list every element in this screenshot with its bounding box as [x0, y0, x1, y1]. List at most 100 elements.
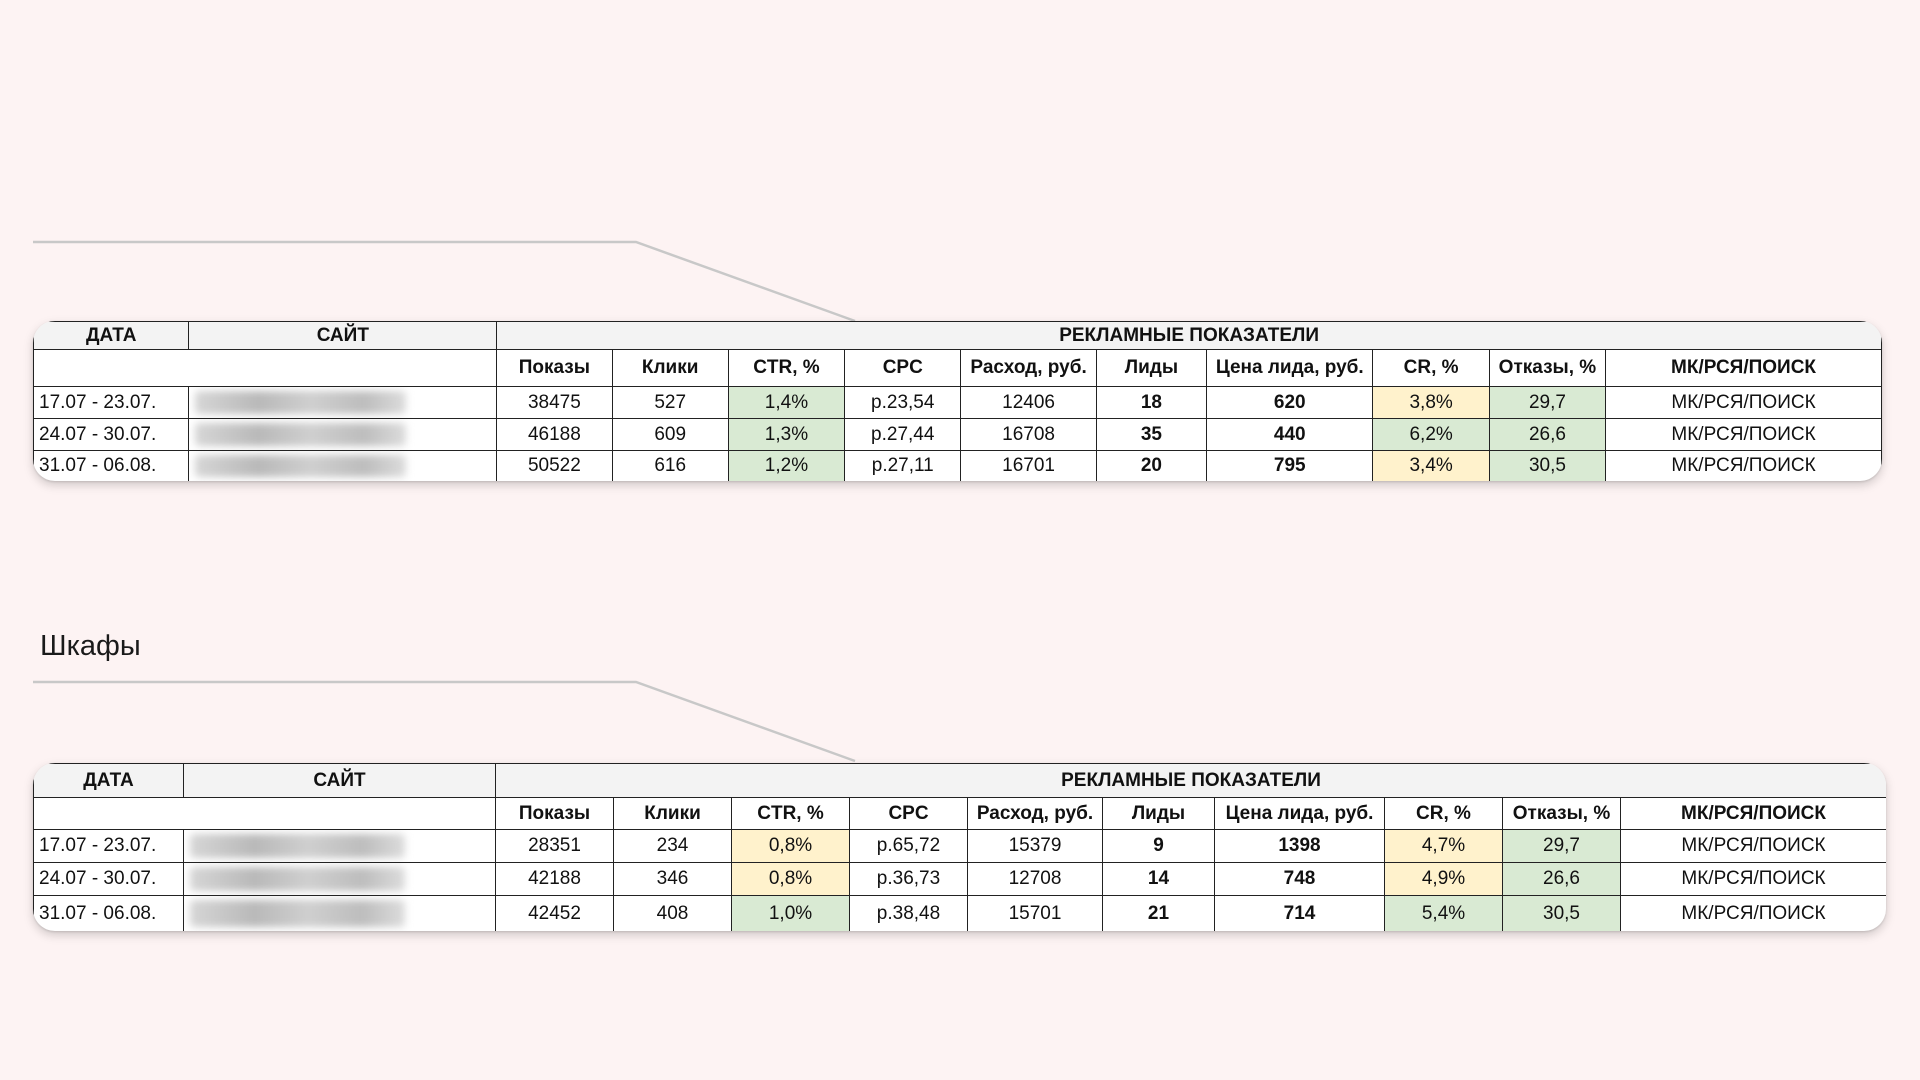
blank-header-cell	[33, 797, 496, 830]
column-header: CTR, %	[731, 797, 850, 830]
blurred-site-name	[190, 834, 405, 858]
table-row: 17.07 - 23.07. 28351 234 0,8% р.65,72 15379 9 1…	[33, 829, 1886, 863]
site-cell	[188, 418, 498, 451]
column-header: Лиды	[1095, 349, 1208, 387]
cpc-cell: р.36,73	[849, 862, 968, 896]
clicks-cell: 408	[613, 895, 732, 931]
clicks-cell: 346	[613, 862, 732, 896]
column-header: Цена лида, руб.	[1214, 797, 1385, 830]
blurred-site-name	[195, 455, 407, 477]
column-header: CPC	[844, 349, 962, 387]
bounce-cell: 30,5	[1488, 450, 1607, 481]
bounce-cell: 26,6	[1502, 862, 1621, 896]
date-header: ДАТА	[33, 321, 190, 350]
header-row-columns: Показы Клики CTR, % CPC Расход, руб. Лиды Цена…	[33, 349, 1882, 387]
site-header: САЙТ	[183, 763, 496, 798]
connector-line-2	[33, 680, 856, 763]
column-header: Клики	[611, 349, 729, 387]
bounce-cell: 29,7	[1502, 829, 1621, 863]
ad-metrics-header: РЕКЛАМНЫЕ ПОКАЗАТЕЛИ	[496, 321, 1882, 350]
stats-table-card-2: ДАТА САЙТ РЕКЛАМНЫЕ ПОКАЗАТЕЛИ Показы Клики C…	[33, 763, 1886, 931]
column-header: Клики	[613, 797, 732, 830]
impressions-cell: 46188	[496, 418, 613, 451]
column-header: Цена лида, руб.	[1206, 349, 1374, 387]
ctr-cell: 1,2%	[727, 450, 846, 481]
date-cell: 24.07 - 30.07.	[33, 862, 184, 896]
column-header: Показы	[495, 797, 614, 830]
channel-cell: МК/РСЯ/ПОИСК	[1605, 418, 1882, 451]
impressions-cell: 50522	[496, 450, 613, 481]
table-row: 17.07 - 23.07. 38475 527 1,4% р.23,54 12406 18…	[33, 386, 1882, 419]
lead-price-cell: 620	[1206, 386, 1374, 419]
cr-cell: 6,2%	[1372, 418, 1490, 451]
leads-cell: 9	[1102, 829, 1215, 863]
bounce-cell: 26,6	[1488, 418, 1607, 451]
column-header: Показы	[496, 349, 613, 387]
leads-cell: 14	[1102, 862, 1215, 896]
spend-cell: 16701	[960, 450, 1097, 481]
table-row: 31.07 - 06.08. 50522 616 1,2% р.27,11 16701 20…	[33, 450, 1882, 481]
cpc-cell: р.27,44	[844, 418, 962, 451]
site-header: САЙТ	[188, 321, 498, 350]
column-header: CTR, %	[727, 349, 846, 387]
spend-cell: 12406	[960, 386, 1097, 419]
column-header: МК/РСЯ/ПОИСК	[1619, 797, 1886, 830]
cr-cell: 3,4%	[1372, 450, 1490, 481]
cr-cell: 5,4%	[1384, 895, 1503, 931]
lead-price-cell: 714	[1214, 895, 1385, 931]
lead-price-cell: 440	[1206, 418, 1374, 451]
blurred-site-name	[190, 867, 405, 891]
cr-cell: 4,9%	[1384, 862, 1503, 896]
date-cell: 24.07 - 30.07.	[33, 418, 190, 451]
date-cell: 17.07 - 23.07.	[33, 829, 184, 863]
clicks-cell: 527	[611, 386, 729, 419]
header-row-columns: Показы Клики CTR, % CPC Расход, руб. Лиды Цена…	[33, 797, 1886, 830]
leads-cell: 35	[1095, 418, 1208, 451]
clicks-cell: 609	[611, 418, 729, 451]
site-cell	[183, 862, 496, 896]
leads-cell: 21	[1102, 895, 1215, 931]
connector-line-1	[33, 240, 856, 323]
blank-header-cell	[33, 349, 498, 387]
header-row-top: ДАТА САЙТ РЕКЛАМНЫЕ ПОКАЗАТЕЛИ	[33, 321, 1882, 350]
ctr-cell: 1,0%	[731, 895, 850, 931]
ctr-cell: 1,4%	[727, 386, 846, 419]
site-cell	[183, 895, 496, 931]
column-header: CPC	[849, 797, 968, 830]
leads-cell: 18	[1095, 386, 1208, 419]
clicks-cell: 616	[611, 450, 729, 481]
impressions-cell: 38475	[496, 386, 613, 419]
impressions-cell: 42188	[495, 862, 614, 896]
column-header: Отказы, %	[1488, 349, 1607, 387]
section-title: Шкафы	[40, 630, 141, 662]
date-header: ДАТА	[33, 763, 184, 798]
blurred-site-name	[195, 423, 407, 446]
spend-cell: 12708	[967, 862, 1103, 896]
ad-metrics-header: РЕКЛАМНЫЕ ПОКАЗАТЕЛИ	[494, 763, 1886, 798]
ctr-cell: 0,8%	[731, 862, 850, 896]
blurred-site-name	[195, 391, 407, 414]
leads-cell: 20	[1095, 450, 1208, 481]
column-header: Расход, руб.	[967, 797, 1103, 830]
channel-cell: МК/РСЯ/ПОИСК	[1619, 862, 1886, 896]
column-header: Расход, руб.	[960, 349, 1097, 387]
lead-price-cell: 748	[1214, 862, 1385, 896]
channel-cell: МК/РСЯ/ПОИСК	[1605, 386, 1882, 419]
cpc-cell: р.38,48	[849, 895, 968, 931]
column-header: CR, %	[1384, 797, 1503, 830]
bounce-cell: 30,5	[1502, 895, 1621, 931]
column-header: CR, %	[1372, 349, 1490, 387]
cpc-cell: р.27,11	[844, 450, 962, 481]
date-cell: 31.07 - 06.08.	[33, 895, 184, 931]
spend-cell: 16708	[960, 418, 1097, 451]
ctr-cell: 0,8%	[731, 829, 850, 863]
table-row: 31.07 - 06.08. 42452 408 1,0% р.38,48 15701 21…	[33, 895, 1886, 931]
ctr-cell: 1,3%	[727, 418, 846, 451]
clicks-cell: 234	[613, 829, 732, 863]
table-row: 24.07 - 30.07. 42188 346 0,8% р.36,73 12708 14…	[33, 862, 1886, 896]
impressions-cell: 42452	[495, 895, 614, 931]
table-row: 24.07 - 30.07. 46188 609 1,3% р.27,44 16708 35…	[33, 418, 1882, 451]
stats-table-1: ДАТА САЙТ РЕКЛАМНЫЕ ПОКАЗАТЕЛИ Показы Клики C…	[33, 321, 1882, 481]
column-header: Отказы, %	[1502, 797, 1621, 830]
cr-cell: 4,7%	[1384, 829, 1503, 863]
